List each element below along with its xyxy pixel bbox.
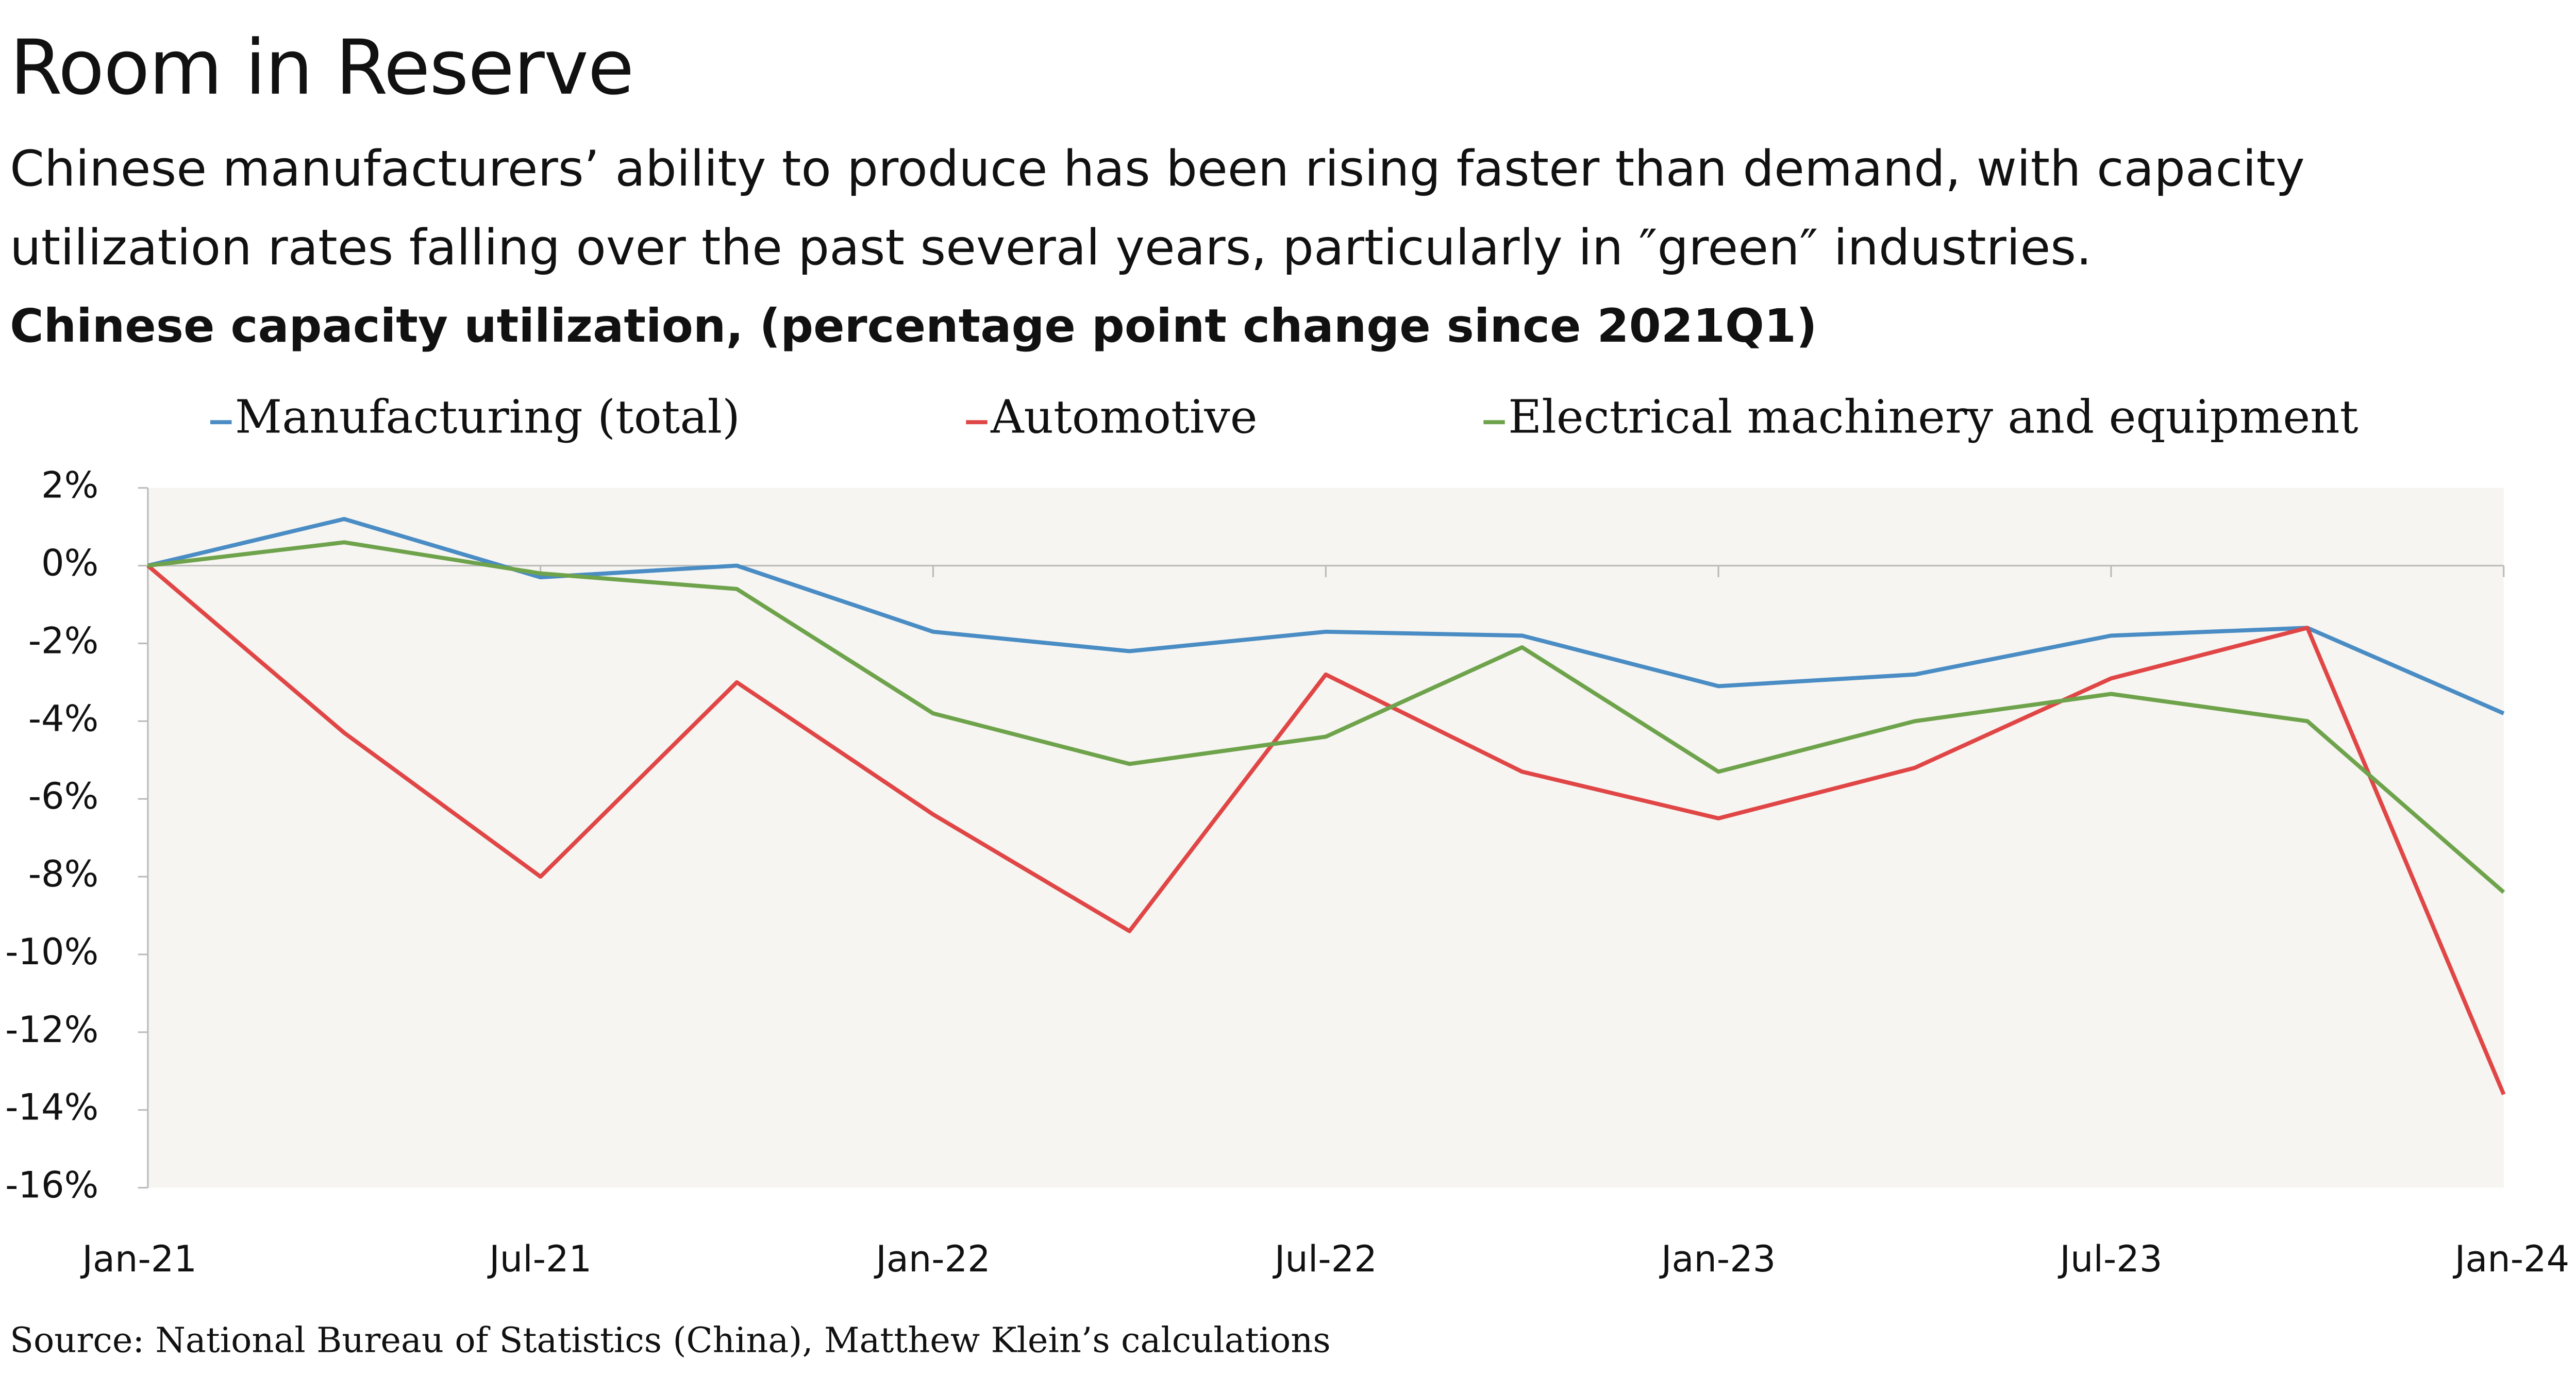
y-tick-label: -6% xyxy=(28,775,99,817)
data-line xyxy=(147,517,2505,715)
data-line xyxy=(147,540,2505,894)
legend-label: Electrical machinery and equipment xyxy=(1508,390,2358,444)
plot-area xyxy=(147,488,2504,1188)
y-tick-label: 0% xyxy=(41,542,98,584)
y-tick-label: -14% xyxy=(5,1086,98,1129)
y-tick-label: 2% xyxy=(41,464,98,507)
data-line xyxy=(146,564,2506,1096)
axis-title: Chinese capacity utilization, (percentag… xyxy=(10,299,1817,354)
chart-subtitle: Chinese manufacturers’ ability to produc… xyxy=(10,141,2305,278)
x-tick-label: Jul-23 xyxy=(2058,1238,2162,1280)
y-tick-label: -4% xyxy=(28,697,99,740)
legend-label: Manufacturing (total) xyxy=(235,390,740,444)
x-tick-label: Jul-22 xyxy=(1273,1238,1377,1280)
legend: Manufacturing (total) Automotive Electrica… xyxy=(210,390,2358,444)
chart-title: Room in Reserve xyxy=(10,23,634,112)
x-tick-label: Jan-21 xyxy=(80,1238,197,1280)
y-tick-label: -12% xyxy=(5,1009,98,1051)
x-tick-label: Jan-23 xyxy=(1659,1238,1776,1280)
x-tick-label: Jan-24 xyxy=(2453,1238,2570,1280)
y-tick-label: -2% xyxy=(28,619,99,662)
y-tick-label: -8% xyxy=(28,853,99,895)
y-tick-label: -10% xyxy=(5,931,98,973)
x-tick-label: Jan-22 xyxy=(874,1238,991,1280)
y-tick-label: -16% xyxy=(5,1164,98,1206)
source: Source: National Bureau of Statistics (C… xyxy=(10,1320,1331,1361)
x-tick-label: Jul-21 xyxy=(487,1238,592,1280)
legend-label: Automotive xyxy=(990,390,1258,444)
